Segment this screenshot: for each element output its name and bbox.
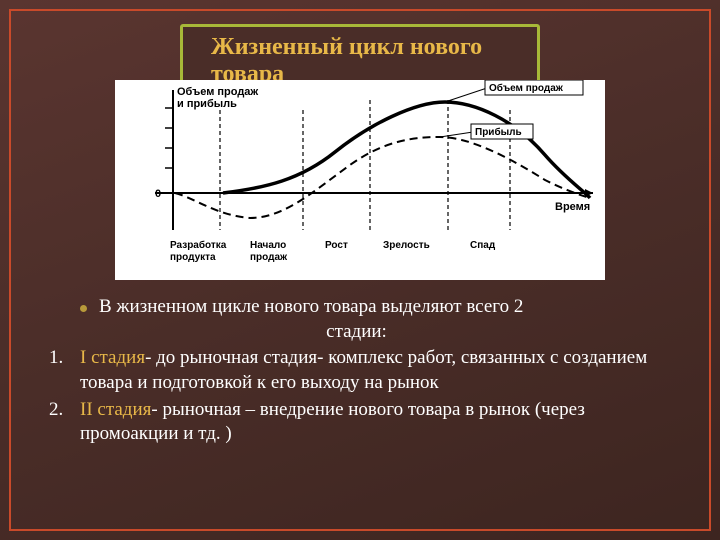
lifecycle-chart: Объем продаж и прибыль 0 Время Объем про… [115, 80, 605, 280]
callout-sales: Объем продаж [489, 82, 564, 94]
stage-label-1a: Начало [250, 240, 286, 251]
bullet-line2: стадии: [99, 320, 614, 345]
list-highlight: I стадия [80, 347, 145, 368]
stage-label-2: Рост [325, 240, 348, 251]
callout-line [440, 132, 473, 137]
bullet-item: В жизненном цикле нового товара выделяют… [46, 295, 674, 344]
stage-label-3: Зрелость [383, 240, 430, 251]
list-number: 2. [46, 398, 80, 423]
list-item-2: 2. II стадия- рыночная – внедрение новог… [46, 398, 674, 447]
sales-curve [223, 102, 590, 198]
list-rest: - до рыночная стадия- комплекс работ, св… [80, 347, 647, 393]
bullet-text: В жизненном цикле нового товара выделяют… [99, 295, 674, 344]
stage-label-1b: продаж [250, 252, 288, 263]
content-area: В жизненном цикле нового товара выделяют… [46, 295, 674, 449]
callout-line [445, 88, 487, 102]
list-text: II стадия- рыночная – внедрение нового т… [80, 398, 674, 447]
list-number: 1. [46, 346, 80, 371]
list-item-1: 1. I стадия- до рыночная стадия- комплек… [46, 346, 674, 395]
chart-svg: Объем продаж и прибыль 0 Время Объем про… [115, 80, 605, 280]
stage-label-4: Спад [470, 240, 496, 251]
y-axis-label-1: Объем продаж [177, 86, 258, 98]
list-rest: - рыночная – внедрение нового товара в р… [80, 399, 585, 445]
y-axis-label-2: и прибыль [177, 98, 237, 110]
x-axis-label: Время [555, 201, 590, 213]
stage-label-0a: Разработка [170, 239, 227, 251]
bullet-line1: В жизненном цикле нового товара выделяют… [99, 296, 523, 317]
stage-label-0b: продукта [170, 252, 216, 263]
list-text: I стадия- до рыночная стадия- комплекс р… [80, 346, 674, 395]
list-highlight: II стадия [80, 399, 151, 420]
bullet-icon [80, 305, 87, 312]
profit-curve [175, 137, 590, 218]
callout-profit: Прибыль [475, 126, 522, 138]
